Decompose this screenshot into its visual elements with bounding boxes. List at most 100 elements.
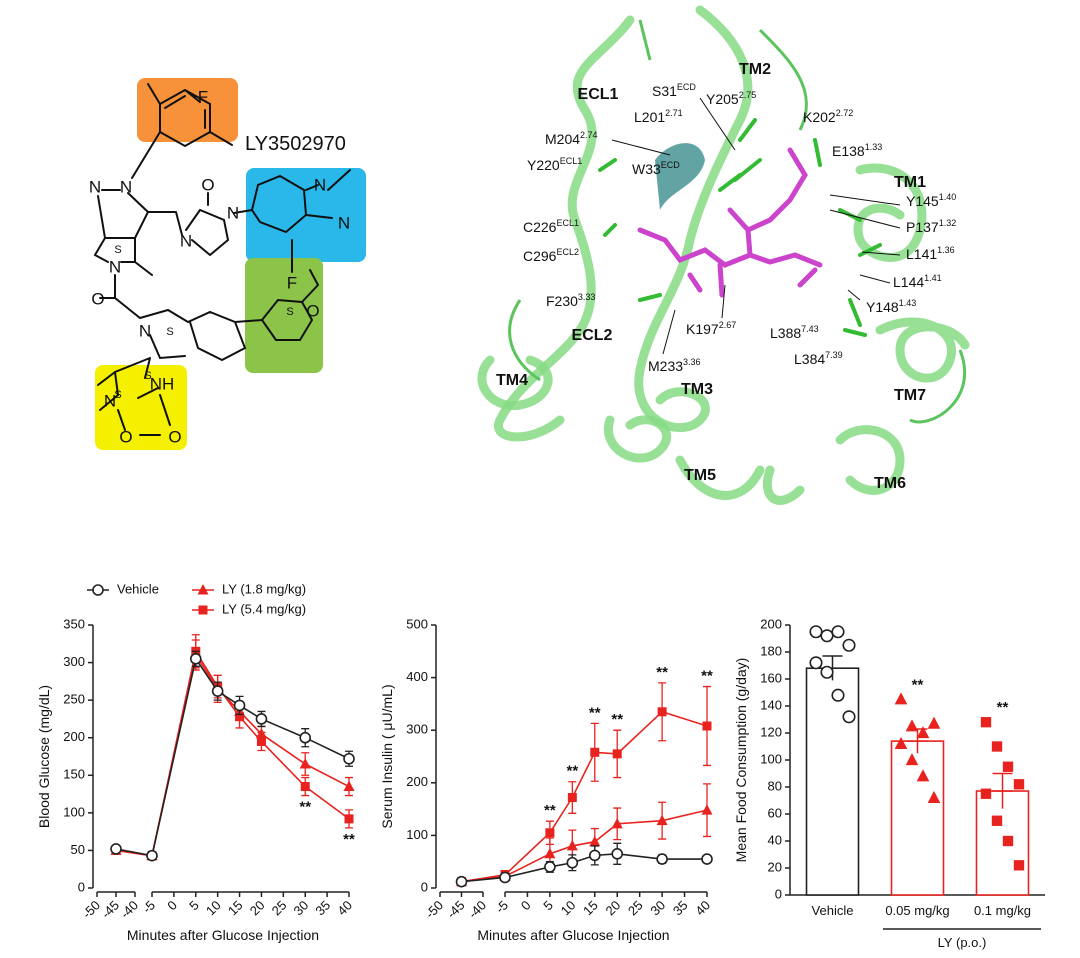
x-tick-label: 0.1 mg/kg bbox=[974, 903, 1031, 918]
marker bbox=[146, 849, 158, 862]
marker bbox=[991, 815, 1003, 826]
marker bbox=[894, 692, 908, 705]
marker bbox=[92, 584, 104, 596]
helix-label: TM7 bbox=[894, 387, 926, 404]
residue-label: E1381.33 bbox=[832, 142, 882, 159]
x-tick-label: 0 bbox=[164, 898, 180, 914]
bar bbox=[890, 740, 945, 896]
residue-superscript: 1.32 bbox=[939, 218, 957, 228]
y-tick-label: 80 bbox=[768, 778, 782, 793]
atom-label: N bbox=[227, 203, 239, 222]
atom-label: N bbox=[120, 177, 132, 196]
marker bbox=[299, 731, 312, 744]
marker bbox=[842, 710, 856, 724]
marker bbox=[1002, 761, 1014, 772]
residue-name: S31 bbox=[652, 83, 677, 99]
atom-label: N bbox=[104, 391, 116, 410]
residue-superscript: 1.33 bbox=[865, 142, 883, 152]
residue-name: C226 bbox=[523, 219, 557, 235]
marker bbox=[657, 707, 667, 717]
residue-name: L201 bbox=[634, 109, 665, 125]
marker bbox=[233, 699, 246, 712]
y-axis-label: Blood Glucose (mg/dL) bbox=[36, 685, 52, 828]
bar-chart: 0 20 40 60 80 100 120 140 160 180 200 Mean Food Con… bbox=[733, 616, 1045, 950]
residue-superscript: 3.33 bbox=[578, 292, 596, 302]
significance-label: ** bbox=[589, 704, 601, 721]
residue-name: P137 bbox=[906, 219, 939, 235]
y-tick-label: 100 bbox=[63, 804, 85, 819]
significance-label: ** bbox=[701, 668, 713, 685]
residue-name: Y148 bbox=[866, 299, 899, 315]
atom-label: S bbox=[166, 326, 173, 338]
marker bbox=[1013, 860, 1025, 871]
marker bbox=[255, 713, 268, 725]
atom-label: S bbox=[144, 370, 151, 382]
significance-label: ** bbox=[611, 711, 623, 728]
marker bbox=[189, 653, 202, 665]
protein-drawing bbox=[477, 5, 970, 505]
x-tick-label: 35 bbox=[670, 898, 691, 919]
significance-label: ** bbox=[299, 799, 311, 816]
atom-label: O bbox=[91, 289, 104, 308]
marker bbox=[343, 780, 355, 792]
marker bbox=[927, 790, 941, 803]
series-line bbox=[461, 710, 708, 883]
bar bbox=[975, 790, 1030, 896]
y-tick-label: 40 bbox=[768, 832, 782, 847]
marker bbox=[809, 625, 823, 639]
y-tick-label: 0 bbox=[421, 879, 428, 894]
residue-superscript: 2.74 bbox=[580, 130, 598, 140]
helix-label: TM4 bbox=[496, 372, 528, 389]
x-tick-label: 25 bbox=[625, 898, 646, 919]
helix-label: ECL1 bbox=[578, 86, 619, 103]
atom-label: N bbox=[89, 177, 101, 196]
atom-label: F bbox=[198, 87, 208, 106]
series-line bbox=[115, 649, 350, 857]
bar bbox=[805, 667, 860, 896]
residue-superscript: 2.67 bbox=[719, 320, 737, 330]
residue-name: K197 bbox=[686, 321, 719, 337]
marker bbox=[916, 726, 930, 739]
residue-label: C226ECL1 bbox=[523, 218, 579, 235]
atom-label: O bbox=[201, 175, 214, 194]
residue-label: Y220ECL1 bbox=[527, 156, 582, 173]
helix-label: ECL2 bbox=[572, 327, 613, 344]
helix-label: TM2 bbox=[739, 61, 771, 78]
marker bbox=[820, 665, 834, 679]
helix-label: TM1 bbox=[894, 174, 926, 191]
x-tick-label: 40 bbox=[334, 898, 355, 919]
molecule-drawing bbox=[93, 78, 366, 450]
residue-name: Y205 bbox=[706, 91, 739, 107]
marker bbox=[544, 861, 556, 873]
x-tick-label: 0 bbox=[518, 898, 534, 914]
residue-label: L1411.36 bbox=[906, 245, 955, 262]
residue-label: K2022.72 bbox=[803, 108, 853, 125]
marker bbox=[702, 721, 712, 731]
atom-label: S bbox=[114, 389, 121, 401]
residue-name: E138 bbox=[832, 143, 865, 159]
y-tick-label: 250 bbox=[63, 692, 85, 707]
y-tick-label: 20 bbox=[768, 859, 782, 874]
marker bbox=[343, 752, 355, 765]
highlight-box bbox=[137, 78, 238, 142]
helix-label: TM6 bbox=[874, 475, 906, 492]
marker bbox=[701, 804, 713, 815]
residue-label: M2042.74 bbox=[545, 130, 598, 147]
highlight-box bbox=[245, 258, 323, 373]
atom-label: N bbox=[314, 175, 326, 194]
y-tick-label: 0 bbox=[775, 886, 782, 901]
x-tick-label: 10 bbox=[203, 898, 224, 919]
residue-superscript: ECL2 bbox=[556, 247, 579, 257]
y-tick-label: 200 bbox=[406, 774, 428, 789]
residue-superscript: 7.43 bbox=[801, 324, 819, 334]
significance-label: ** bbox=[912, 676, 924, 693]
helix-label: TM5 bbox=[684, 467, 716, 484]
y-tick-label: 200 bbox=[63, 729, 85, 744]
significance-label: ** bbox=[997, 699, 1009, 716]
residue-label: L2012.71 bbox=[634, 108, 683, 125]
y-tick-label: 350 bbox=[63, 616, 85, 631]
residue-superscript: ECL1 bbox=[556, 218, 579, 228]
x-tick-label: 40 bbox=[692, 898, 713, 919]
